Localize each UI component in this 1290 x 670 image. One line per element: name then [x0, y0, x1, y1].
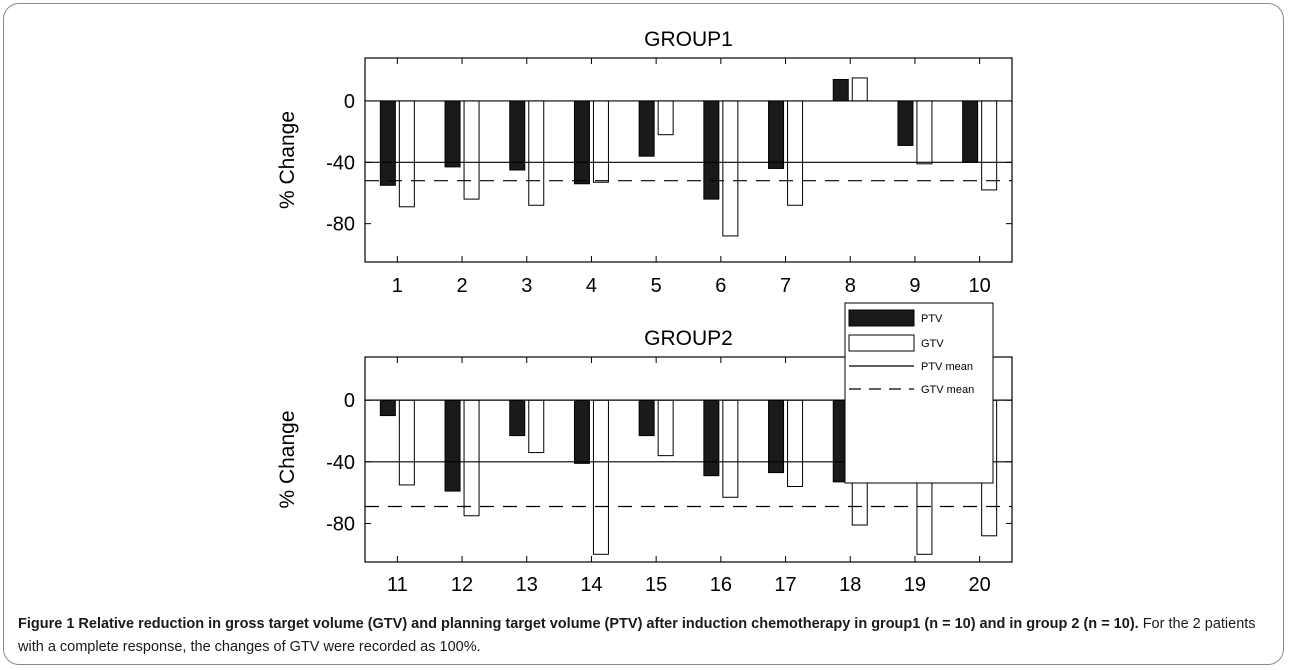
bar-ptv	[444, 399, 461, 492]
bar-gtv	[916, 100, 933, 165]
bar-gtv	[787, 399, 804, 487]
y-tick-label: -80	[326, 214, 355, 236]
x-tick-label: 11	[387, 574, 408, 596]
bar-gtv	[463, 399, 480, 517]
x-tick-label: 19	[904, 574, 926, 596]
figure-caption: Figure 1 Relative reduction in gross tar…	[18, 613, 1268, 659]
y-tick-label: 0	[344, 91, 355, 113]
caption-bold: Figure 1 Relative reduction in gross tar…	[18, 616, 1139, 632]
bar-gtv	[528, 100, 545, 206]
x-tick-label: 14	[580, 574, 602, 596]
figure-frame	[3, 3, 1284, 665]
caption-text: For the 2 patients with a complete respo…	[18, 616, 1256, 655]
bar-ptv	[573, 399, 590, 464]
x-tick-label: 6	[715, 275, 726, 297]
bar-ptv	[703, 100, 720, 200]
bar-ptv	[962, 100, 979, 163]
x-tick-label: 2	[456, 275, 467, 297]
legend-swatch-gtv	[848, 334, 915, 352]
plot-area	[364, 57, 1013, 263]
y-axis-label: % Change	[276, 111, 299, 209]
x-tick-label: 10	[969, 275, 991, 297]
legend-swatch-ptv	[848, 309, 915, 327]
y-tick-label: -40	[326, 452, 355, 474]
x-tick-label: 13	[516, 574, 538, 596]
x-tick-label: 7	[780, 275, 791, 297]
bar-gtv	[463, 100, 480, 200]
x-tick-label: 9	[909, 275, 920, 297]
chart-title: GROUP1	[644, 28, 733, 51]
legend-label: GTV mean	[921, 384, 974, 396]
x-tick-label: 18	[839, 574, 861, 596]
bar-gtv	[398, 100, 415, 208]
x-tick-label: 15	[645, 574, 667, 596]
bar-ptv	[379, 399, 396, 417]
x-tick-label: 3	[521, 275, 532, 297]
bar-gtv	[722, 399, 739, 498]
legend-label: GTV	[921, 338, 944, 350]
bar-gtv	[592, 399, 609, 555]
bar-gtv	[981, 100, 998, 191]
x-tick-label: 16	[710, 574, 732, 596]
y-tick-label: -40	[326, 152, 355, 174]
bar-ptv	[509, 100, 526, 171]
legend-label: PTV mean	[921, 361, 973, 373]
y-tick-label: 0	[344, 390, 355, 412]
bar-ptv	[703, 399, 720, 477]
x-tick-label: 1	[392, 275, 403, 297]
x-tick-label: 20	[969, 574, 991, 596]
chart-title: GROUP2	[644, 327, 733, 350]
bar-gtv	[657, 100, 674, 136]
bar-ptv	[509, 399, 526, 437]
bar-gtv	[851, 77, 868, 102]
y-tick-label: -80	[326, 513, 355, 535]
x-tick-label: 12	[451, 574, 473, 596]
x-tick-label: 17	[774, 574, 796, 596]
legend-label: PTV	[921, 313, 943, 325]
legend: PTV GTV PTV mean GTV mean	[844, 302, 994, 484]
bar-gtv	[787, 100, 804, 206]
bar-gtv	[657, 399, 674, 457]
bar-gtv	[722, 100, 739, 237]
bar-gtv	[528, 399, 545, 454]
bar-gtv	[398, 399, 415, 486]
x-tick-label: 4	[586, 275, 597, 297]
y-axis-label: % Change	[276, 410, 299, 508]
bar-ptv	[573, 100, 590, 185]
bar-ptv	[897, 100, 914, 146]
x-tick-label: 8	[845, 275, 856, 297]
bar-ptv	[444, 100, 461, 168]
bar-ptv	[768, 100, 785, 169]
bar-ptv	[379, 100, 396, 186]
bar-ptv	[832, 78, 849, 102]
plot-area	[364, 356, 1013, 563]
bar-ptv	[638, 399, 655, 437]
chart-group-1: GROUP1 % Change 0 -40 -80 1 2 3 4 5 6 7 8 9 10	[276, 28, 1013, 297]
bar-gtv	[592, 100, 609, 183]
x-tick-label: 5	[651, 275, 662, 297]
bar-ptv	[638, 100, 655, 157]
legend-box	[844, 302, 994, 484]
